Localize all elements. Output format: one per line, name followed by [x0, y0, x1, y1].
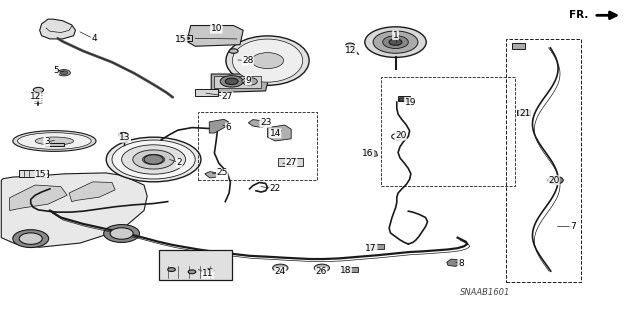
Bar [45, 143, 64, 146]
Circle shape [220, 76, 243, 87]
Bar [368, 244, 384, 249]
Circle shape [110, 228, 133, 239]
Text: 27: 27 [221, 92, 233, 101]
Text: 12: 12 [29, 92, 41, 101]
Circle shape [548, 176, 563, 184]
Ellipse shape [112, 140, 195, 179]
Text: 14: 14 [269, 129, 281, 138]
Circle shape [33, 87, 44, 93]
Circle shape [242, 78, 257, 85]
Bar [159, 250, 232, 280]
Circle shape [180, 37, 184, 39]
Text: 1: 1 [393, 31, 398, 40]
Polygon shape [209, 119, 228, 133]
Polygon shape [447, 259, 461, 266]
Polygon shape [248, 120, 266, 128]
Text: 22: 22 [269, 184, 281, 193]
Polygon shape [69, 182, 115, 202]
Text: 11: 11 [202, 269, 214, 278]
Bar [381, 77, 515, 186]
Circle shape [373, 31, 418, 53]
Bar [198, 112, 317, 180]
Bar [398, 96, 410, 101]
Polygon shape [205, 172, 218, 178]
Circle shape [168, 268, 175, 271]
Circle shape [383, 36, 408, 48]
Circle shape [389, 39, 402, 45]
Polygon shape [187, 26, 243, 46]
Text: 23: 23 [260, 118, 271, 127]
Text: 26: 26 [316, 267, 327, 276]
Text: 10: 10 [211, 24, 222, 33]
Text: 20: 20 [395, 131, 406, 140]
Ellipse shape [133, 150, 174, 169]
Text: SNAAB1601: SNAAB1601 [460, 288, 510, 297]
Circle shape [186, 37, 189, 39]
Text: 9: 9 [246, 76, 251, 85]
Polygon shape [40, 19, 76, 39]
Bar [512, 43, 525, 49]
Text: 24: 24 [275, 267, 286, 276]
Circle shape [58, 70, 70, 76]
Text: 28: 28 [242, 56, 253, 65]
Ellipse shape [106, 137, 201, 182]
Text: 5: 5 [53, 66, 58, 75]
Text: 3: 3 [44, 137, 49, 146]
Text: 21: 21 [519, 109, 531, 118]
Circle shape [229, 49, 238, 53]
Text: 17: 17 [365, 244, 377, 253]
Polygon shape [366, 149, 378, 157]
Ellipse shape [226, 36, 309, 85]
Circle shape [206, 269, 214, 272]
Circle shape [365, 27, 426, 57]
Text: 15: 15 [175, 35, 187, 44]
Text: 16: 16 [362, 149, 374, 158]
Bar [278, 158, 303, 166]
Text: 2: 2 [177, 158, 182, 167]
Circle shape [60, 71, 68, 75]
Ellipse shape [122, 145, 186, 174]
Text: 8: 8 [458, 259, 463, 268]
Polygon shape [214, 76, 261, 88]
Bar [506, 39, 581, 282]
Circle shape [252, 53, 284, 69]
Polygon shape [211, 74, 269, 93]
Bar [517, 110, 530, 115]
Circle shape [314, 264, 330, 272]
Bar [344, 267, 358, 272]
Polygon shape [1, 173, 147, 247]
Circle shape [188, 270, 196, 274]
Text: 7: 7 [570, 222, 575, 231]
Circle shape [13, 230, 49, 248]
Circle shape [399, 98, 405, 101]
Ellipse shape [232, 39, 303, 82]
Text: FR.: FR. [570, 10, 589, 20]
Circle shape [119, 132, 128, 137]
Text: 25: 25 [216, 168, 228, 177]
Circle shape [346, 43, 355, 48]
Circle shape [144, 155, 163, 164]
Polygon shape [268, 125, 291, 141]
Text: 12: 12 [345, 46, 356, 55]
Ellipse shape [35, 137, 74, 145]
Bar [19, 170, 48, 177]
Text: 18: 18 [340, 266, 351, 275]
Text: 13: 13 [119, 133, 131, 142]
Ellipse shape [18, 133, 92, 149]
Circle shape [19, 233, 42, 244]
Text: 6: 6 [226, 123, 231, 132]
Polygon shape [10, 185, 67, 211]
Text: 15: 15 [35, 170, 47, 179]
Text: 20: 20 [548, 176, 559, 185]
Text: 4: 4 [92, 34, 97, 43]
Circle shape [273, 264, 288, 272]
Ellipse shape [143, 154, 165, 165]
Circle shape [225, 78, 238, 85]
Text: 27: 27 [285, 158, 297, 167]
Bar [195, 89, 218, 96]
Bar [178, 35, 192, 41]
Circle shape [104, 225, 140, 242]
Ellipse shape [13, 131, 96, 152]
Text: 19: 19 [404, 98, 416, 107]
